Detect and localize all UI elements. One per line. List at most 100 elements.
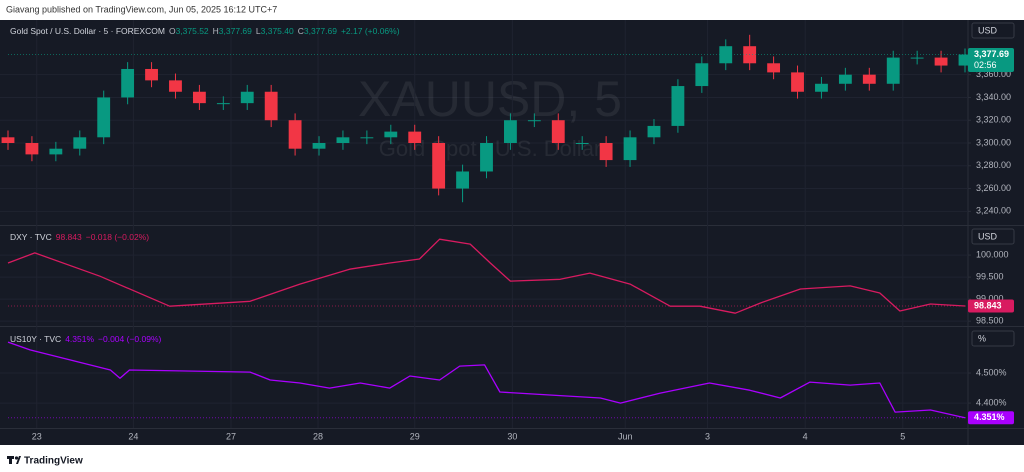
- x-tick-label: 23: [32, 431, 42, 441]
- candle-body: [312, 143, 326, 149]
- y-tick-label: 99.000: [976, 294, 1004, 304]
- candle-body: [551, 120, 565, 143]
- candle-body: [169, 80, 182, 92]
- candle-body: [192, 91, 206, 104]
- candle-body: [49, 148, 63, 155]
- y-tick-label: 99.500: [976, 271, 1004, 281]
- ohlc-key: L: [255, 26, 261, 36]
- x-tick-label: 24: [128, 431, 138, 441]
- unit-label: USD: [978, 25, 998, 35]
- legend: DXY · TVC 98.843 −0.018 (−0.02%): [10, 232, 149, 242]
- candle-body: [623, 137, 637, 161]
- last-price-label: 98.843: [974, 300, 1002, 310]
- candle-body: [527, 120, 541, 122]
- y-tick-label: 100.000: [976, 249, 1009, 259]
- y-tick-label: 98.500: [976, 316, 1004, 326]
- ohlc-item: L3,375.40: [256, 26, 294, 36]
- y-tick-label: 4.500%: [976, 367, 1007, 377]
- candle-body: [240, 91, 254, 104]
- countdown-label: 02:56: [974, 60, 997, 70]
- ohlc-value: 3,377.69: [303, 26, 337, 36]
- x-tick-label: 4: [803, 431, 808, 441]
- legend: Gold Spot / U.S. Dollar · 5 · FOREXCOM O3…: [10, 26, 400, 36]
- unit-box: [971, 22, 1015, 39]
- candle-body: [480, 143, 493, 172]
- candle-body: [862, 74, 876, 84]
- candle-body: [216, 103, 230, 105]
- candle-body: [408, 131, 422, 143]
- candle-body: [647, 125, 661, 138]
- legend-name: Gold Spot / U.S. Dollar · 5 · FOREXCOM: [10, 26, 165, 36]
- legend-value: 98.843: [55, 232, 82, 242]
- last-price-tag: [968, 411, 1014, 425]
- candle-body: [145, 68, 158, 81]
- legend-change: −0.018 (−0.02%): [85, 232, 150, 242]
- x-tick-label: Jun: [618, 431, 633, 441]
- candle-body: [695, 63, 709, 87]
- ohlc-key: H: [212, 26, 219, 36]
- x-tick-label: 28: [313, 431, 323, 441]
- ohlc-value: 3,375.40: [260, 26, 294, 36]
- candle-body: [73, 137, 87, 149]
- legend: US10Y · TVC 4.351% −0.004 (−0.09%): [10, 334, 161, 344]
- ohlc-item: C3,377.69: [298, 26, 337, 36]
- ohlc-value: 3,377.69: [218, 26, 252, 36]
- ohlc-item: O3,375.52: [169, 26, 209, 36]
- candle-body: [384, 131, 398, 138]
- unit-label: %: [978, 333, 986, 343]
- unit-box: [971, 330, 1015, 347]
- candle-body: [767, 63, 781, 73]
- candle-body: [838, 74, 852, 84]
- y-tick-label: 3,300.00: [976, 137, 1011, 147]
- y-tick-label: 3,340.00: [976, 92, 1011, 102]
- last-price-tag: [968, 299, 1014, 313]
- last-price-label: 3,377.69: [974, 49, 1009, 59]
- tradingview-logo: [7, 456, 21, 464]
- legend-change: −0.004 (−0.09%): [98, 334, 162, 344]
- candle-body: [504, 120, 517, 143]
- candle-body: [456, 171, 469, 189]
- legend-name: DXY · TVC: [10, 232, 52, 242]
- last-price-tag: [968, 48, 1014, 73]
- candle-body: [360, 137, 374, 139]
- candle-body: [815, 83, 828, 92]
- ohlc-value: 3,375.52: [175, 26, 209, 36]
- unit-box: [971, 228, 1015, 245]
- x-tick-label: 5: [900, 431, 905, 441]
- x-tick-label: 30: [507, 431, 517, 441]
- candle-body: [25, 143, 39, 155]
- ohlc-item: H3,377.69: [213, 26, 252, 36]
- footer-brand: TradingView: [24, 456, 83, 467]
- last-price-label: 4.351%: [974, 412, 1005, 422]
- y-tick-label: 3,260.00: [976, 183, 1011, 193]
- candle-body: [336, 137, 350, 143]
- axes: 3,240.00 3,260.00 3,280.00 3,300.00 3,320.00…: [32, 22, 1015, 441]
- marks: [1, 34, 972, 419]
- legend-value: 4.351%: [65, 334, 95, 344]
- candle-body: [97, 97, 111, 138]
- y-tick-label: 3,320.00: [976, 115, 1011, 125]
- candle-body: [432, 143, 446, 189]
- candle-body: [121, 68, 135, 98]
- unit-label: USD: [978, 231, 998, 241]
- ohlc-key: O: [168, 26, 176, 36]
- watermark: XAUUSD, 5: [358, 71, 622, 127]
- ohlc-key: C: [297, 26, 304, 36]
- series-line: [7, 341, 966, 419]
- candle-body: [934, 57, 948, 66]
- candle-body: [910, 57, 924, 59]
- y-tick-label: 3,240.00: [976, 206, 1011, 216]
- candle-body: [288, 120, 302, 149]
- candle-body: [264, 91, 278, 121]
- candle-body: [575, 143, 589, 144]
- series-line: [7, 238, 966, 314]
- x-tick-label: 3: [705, 431, 710, 441]
- candle-body: [1, 137, 15, 143]
- header-text: Giavang published on TradingView.com, Ju…: [6, 4, 277, 14]
- x-tick-label: 29: [410, 431, 420, 441]
- legend-name: US10Y · TVC: [10, 334, 62, 344]
- candle-body: [599, 143, 613, 161]
